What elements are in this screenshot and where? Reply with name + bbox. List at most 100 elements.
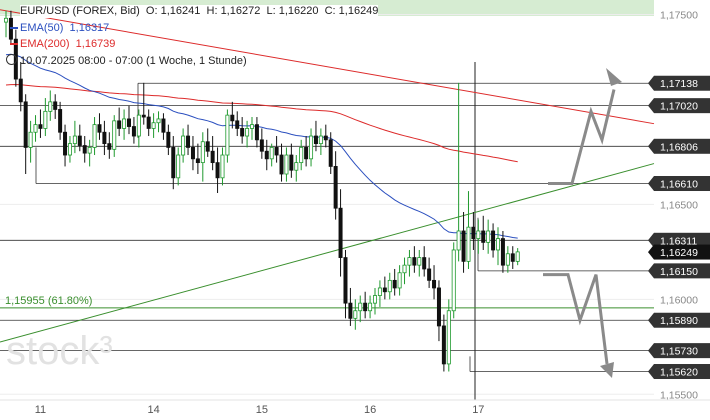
candle-body-19 bbox=[97, 124, 102, 133]
candle-body-72 bbox=[358, 302, 363, 312]
candle-body-95 bbox=[471, 226, 476, 239]
candle-body-10 bbox=[53, 101, 58, 110]
candle-body-15 bbox=[77, 135, 82, 146]
clock-icon bbox=[6, 54, 17, 65]
candle-body-47 bbox=[235, 120, 240, 129]
legend-ema50[interactable]: EMA(50) 1,16317 bbox=[10, 22, 109, 35]
symbol-label: EUR/USD (FOREX, Bid) bbox=[20, 5, 140, 17]
candle-body-18 bbox=[92, 124, 97, 148]
candle-body-75 bbox=[372, 295, 377, 304]
support-resistance-lines bbox=[0, 62, 654, 400]
candle-body-89 bbox=[441, 325, 446, 365]
candle-body-96 bbox=[476, 230, 481, 239]
ema50-value: 1,16317 bbox=[69, 22, 110, 34]
candle-body-51 bbox=[254, 124, 259, 141]
y-tick-label-1: 1,16500 bbox=[660, 199, 698, 211]
candle-body-0 bbox=[4, 17, 9, 23]
legend-ema200[interactable]: EMA(200) 1,16739 bbox=[10, 38, 115, 51]
candle-body-3 bbox=[18, 78, 23, 103]
candle-body-94 bbox=[466, 226, 471, 262]
moving-averages bbox=[5, 53, 518, 239]
ema200-name: EMA(200) bbox=[20, 38, 70, 50]
candle-body-5 bbox=[28, 131, 33, 148]
ohlc-open-value: 1,16241 bbox=[160, 5, 201, 17]
candle-body-31 bbox=[156, 118, 161, 124]
candle-body-97 bbox=[481, 230, 486, 243]
candle-body-49 bbox=[245, 128, 250, 137]
candle-body-62 bbox=[309, 135, 314, 160]
candle-body-44 bbox=[220, 154, 225, 179]
candle-body-68 bbox=[338, 207, 343, 258]
candle-body-103 bbox=[510, 253, 515, 262]
candle-body-64 bbox=[318, 135, 323, 145]
price-label-3: 1,16610 bbox=[660, 179, 698, 191]
candle-body-59 bbox=[294, 162, 299, 171]
ohlc-low-label: L: bbox=[266, 5, 276, 17]
price-label-bg-6 bbox=[654, 263, 710, 279]
candle-body-70 bbox=[348, 302, 353, 319]
candlestick-series bbox=[4, 10, 520, 372]
x-tick-label-0: 11 bbox=[35, 404, 46, 416]
candle-body-45 bbox=[225, 114, 230, 156]
candle-body-73 bbox=[363, 302, 368, 312]
candle-body-55 bbox=[274, 147, 279, 156]
candle-body-80 bbox=[397, 272, 402, 289]
price-label-6: 1,16150 bbox=[660, 266, 698, 278]
price-label-bg-0 bbox=[654, 75, 710, 91]
candle-body-90 bbox=[446, 310, 451, 365]
bearish-arrowhead bbox=[600, 362, 614, 378]
price-label-7: 1,15890 bbox=[660, 315, 698, 327]
candle-body-27 bbox=[136, 114, 141, 137]
candle-body-69 bbox=[343, 257, 348, 304]
fib-label: 1,15955 (61.80%) bbox=[5, 295, 93, 307]
candle-body-77 bbox=[382, 287, 387, 293]
candle-body-85 bbox=[422, 257, 427, 270]
ema50-name: EMA(50) bbox=[20, 22, 64, 34]
price-label-bg-9 bbox=[654, 364, 710, 380]
candle-body-102 bbox=[505, 253, 510, 266]
candle-body-22 bbox=[112, 120, 117, 150]
candle-body-38 bbox=[190, 147, 195, 160]
candle-body-34 bbox=[171, 147, 176, 179]
price-label-pointer-7 bbox=[648, 312, 654, 328]
candle-body-57 bbox=[284, 154, 289, 175]
candle-body-54 bbox=[269, 147, 274, 160]
time-axis: 11 14 15 16 17 bbox=[0, 399, 710, 416]
price-axis: 1,17500 1,16500 1,16000 1,15500 1,17138 1,170… bbox=[648, 9, 710, 401]
price-label-bg-1 bbox=[654, 98, 710, 114]
candle-body-36 bbox=[181, 135, 186, 156]
candle-body-29 bbox=[146, 116, 151, 129]
ema200-swatch bbox=[10, 43, 18, 46]
candle-body-17 bbox=[87, 147, 92, 154]
candle-body-37 bbox=[186, 135, 191, 148]
candle-body-28 bbox=[141, 114, 146, 118]
x-tick-label-1: 14 bbox=[147, 404, 159, 416]
candle-body-86 bbox=[427, 268, 432, 281]
price-label-2: 1,16806 bbox=[660, 141, 698, 153]
price-label-bg-3 bbox=[654, 176, 710, 192]
candle-body-63 bbox=[313, 135, 318, 145]
price-label-9: 1,15620 bbox=[660, 367, 698, 379]
x-tick-label-3: 16 bbox=[364, 404, 376, 416]
candle-body-92 bbox=[456, 230, 461, 251]
descending-trendline bbox=[0, 9, 655, 125]
candle-body-30 bbox=[151, 122, 156, 129]
candle-body-12 bbox=[63, 131, 68, 156]
candle-body-43 bbox=[215, 162, 220, 179]
ema50-line bbox=[5, 53, 518, 239]
ohlc-open-label: O: bbox=[145, 5, 158, 17]
candle-body-56 bbox=[279, 154, 284, 175]
price-label-pointer-2 bbox=[648, 138, 654, 154]
candle-body-100 bbox=[495, 238, 500, 251]
candle-body-87 bbox=[432, 279, 437, 289]
ohlc-low-value: 1,16220 bbox=[278, 5, 319, 17]
candle-body-91 bbox=[451, 249, 456, 312]
ohlc-close-value: 1,16249 bbox=[338, 5, 379, 17]
candle-body-23 bbox=[117, 120, 122, 129]
trend-lines bbox=[0, 9, 655, 343]
candle-body-39 bbox=[195, 158, 200, 164]
candle-body-7 bbox=[38, 124, 43, 129]
candle-body-24 bbox=[122, 118, 127, 129]
x-tick-label-4: 17 bbox=[472, 404, 484, 416]
